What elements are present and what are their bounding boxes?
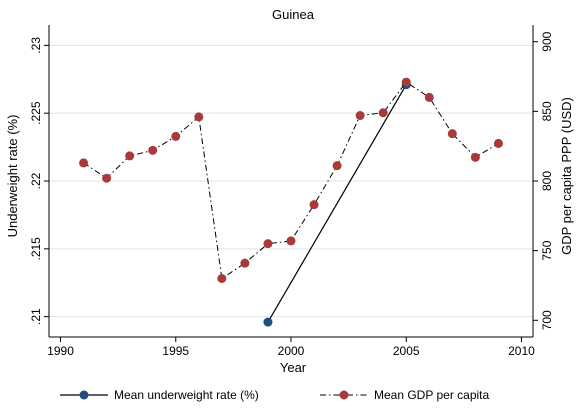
y-left-tick-label-4: .23 [29, 37, 43, 54]
series-1-point-18 [493, 138, 503, 148]
x-tick-label-3: 2005 [393, 344, 420, 358]
legend-label-gdp: Mean GDP per capita [374, 388, 489, 402]
y-left-tick-label-2: .22 [29, 172, 43, 189]
series-1-point-1 [102, 173, 112, 183]
y-right-tick-label-3: 850 [540, 101, 554, 121]
series-1-point-0 [79, 158, 89, 168]
series-1-point-6 [217, 274, 227, 283]
series-1-point-15 [424, 92, 434, 102]
y-right-tick-label-1: 750 [540, 240, 554, 260]
series-1-point-13 [378, 108, 388, 118]
series-1-point-12 [355, 111, 365, 121]
y-left-tick-label-1: .215 [29, 237, 43, 261]
series-1-point-9 [286, 236, 296, 246]
series-line-0 [267, 84, 407, 323]
y-left-tick-label-3: .225 [29, 101, 43, 125]
x-axis-title: Year [280, 360, 307, 375]
axes-layer: 1990 1995 2000 2005 2010 .21 .215 .22 .225 .23 700… [29, 25, 554, 358]
series-1-point-16 [447, 129, 457, 139]
series-1-point-4 [171, 131, 181, 141]
x-tick-label-0: 1990 [47, 344, 74, 358]
series-1-point-8 [263, 239, 273, 249]
x-tick-label-1: 1995 [162, 344, 189, 358]
series-1-point-7 [240, 258, 250, 268]
series-layer [79, 77, 503, 327]
legend-label-underweight: Mean underweight rate (%) [114, 388, 259, 402]
y-left-tick-label-0: .21 [29, 308, 43, 325]
x-tick-label-2: 2000 [278, 344, 305, 358]
legend: Mean underweight rate (%) Mean GDP per c… [60, 388, 489, 402]
series-1-point-5 [194, 112, 204, 122]
y-axis-left-title: Underweight rate (%) [5, 115, 20, 238]
y-right-tick-label-4: 900 [540, 31, 554, 51]
chart-title: Guinea [272, 7, 315, 22]
series-1-point-3 [148, 145, 158, 155]
series-0-point-0 [263, 317, 273, 327]
y-right-tick-label-0: 700 [540, 310, 554, 330]
y-right-tick-label-2: 800 [540, 171, 554, 191]
x-tick-label-4: 2010 [508, 344, 535, 358]
series-1-point-14 [401, 77, 411, 87]
series-1-point-2 [125, 151, 135, 161]
legend-marker-underweight [79, 390, 89, 400]
grid-layer [49, 44, 533, 318]
legend-marker-gdp [339, 390, 349, 400]
y-axis-right-title: GDP per capita PPP (USD) [559, 97, 574, 255]
series-1-point-11 [332, 161, 342, 171]
series-1-point-10 [309, 200, 319, 210]
series-1-point-17 [470, 152, 480, 162]
